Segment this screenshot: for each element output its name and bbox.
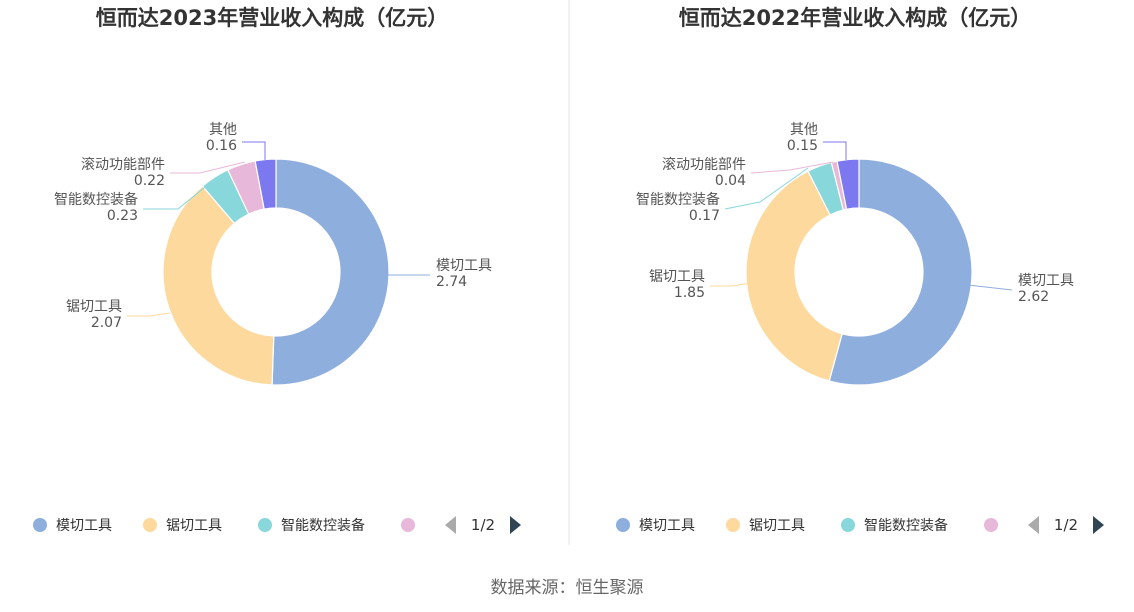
label-leader-line [750, 161, 834, 174]
label-leader-line [170, 161, 246, 174]
slice-sawing-tools[interactable] [745, 170, 843, 382]
slice-label-name: 智能数控装备 [54, 191, 138, 208]
legend-label: 模切工具 [56, 518, 112, 534]
slice-label-value: 2.62 [1018, 289, 1049, 305]
slice-label-name: 模切工具 [1018, 273, 1074, 289]
legend-prev-icon[interactable] [1028, 516, 1039, 534]
slice-label-value: 2.74 [436, 274, 467, 290]
chart-panel-2023: 恒而达2023年营业收入构成（亿元） 模切工具2.74锯切工具2.07智能数控装… [33, 6, 521, 534]
legend-item[interactable]: 智能数控装备 [841, 517, 948, 534]
slice-other[interactable] [254, 158, 277, 210]
legend-marker [143, 518, 157, 532]
slice-label-value: 0.15 [787, 138, 818, 154]
legend-label: 智能数控装备 [864, 517, 948, 534]
legend-marker [726, 518, 740, 532]
slice-label-value: 1.85 [674, 285, 705, 301]
data-source: 数据来源：恒生聚源 [491, 578, 644, 598]
slice-label-name: 智能数控装备 [636, 191, 720, 208]
legend-item[interactable]: 锯切工具 [726, 518, 805, 534]
slice-label-value: 0.23 [107, 208, 138, 224]
slice-sawing-tools[interactable] [162, 185, 275, 386]
label-leader-line [127, 312, 171, 317]
legend-marker [616, 518, 630, 532]
legend: 模切工具 锯切工具 智能数控装备 1/2 [33, 516, 521, 534]
slice-die-cutting-tools[interactable] [271, 158, 390, 386]
legend-marker [258, 518, 272, 532]
legend-item[interactable] [984, 518, 998, 532]
chart-title: 恒而达2023年营业收入构成（亿元） [96, 6, 448, 30]
label-leader-line [823, 141, 847, 160]
legend-next-icon[interactable] [510, 516, 521, 534]
slice-other[interactable] [836, 158, 860, 210]
slice-label-value: 0.17 [689, 208, 720, 224]
slice-label-value: 0.04 [715, 173, 746, 189]
label-leader-line [724, 167, 809, 210]
legend: 模切工具 锯切工具 智能数控装备 1/2 [616, 516, 1104, 534]
slice-label-value: 0.16 [206, 138, 237, 154]
legend-item[interactable]: 智能数控装备 [258, 517, 365, 534]
slice-label-name: 锯切工具 [649, 269, 705, 285]
legend-marker [401, 518, 415, 532]
chart-panel-2022: 恒而达2022年营业收入构成（亿元） 模切工具2.62锯切工具1.85智能数控装… [616, 6, 1104, 534]
slice-label-name: 模切工具 [436, 258, 492, 274]
slice-label-name: 滚动功能部件 [662, 156, 746, 173]
legend-label: 模切工具 [639, 518, 695, 534]
legend-item[interactable]: 锯切工具 [143, 518, 222, 534]
label-leader-line [967, 284, 1013, 291]
legend-next-icon[interactable] [1093, 516, 1104, 534]
legend-item[interactable]: 模切工具 [616, 518, 695, 534]
legend-page-indicator: 1/2 [471, 516, 495, 534]
legend-label: 智能数控装备 [281, 517, 365, 534]
slice-label-name: 滚动功能部件 [81, 156, 165, 173]
legend-label: 锯切工具 [166, 518, 222, 534]
legend-item[interactable] [401, 518, 415, 532]
label-leader-line [143, 182, 211, 210]
slice-label-name: 锯切工具 [66, 299, 122, 315]
legend-prev-icon[interactable] [445, 516, 456, 534]
label-leader-line [710, 282, 752, 287]
slice-label-value: 2.07 [91, 315, 122, 331]
legend-item[interactable]: 模切工具 [33, 518, 112, 534]
slice-label-value: 0.22 [134, 173, 165, 189]
legend-page-indicator: 1/2 [1054, 516, 1078, 534]
legend-marker [33, 518, 47, 532]
legend-marker [984, 518, 998, 532]
label-leader-line [242, 141, 266, 160]
slice-die-cutting-tools[interactable] [828, 158, 973, 386]
slice-label-name: 其他 [209, 122, 237, 138]
legend-marker [841, 518, 855, 532]
chart-title: 恒而达2022年营业收入构成（亿元） [679, 6, 1031, 30]
legend-label: 锯切工具 [749, 518, 805, 534]
slice-label-name: 其他 [790, 122, 818, 138]
